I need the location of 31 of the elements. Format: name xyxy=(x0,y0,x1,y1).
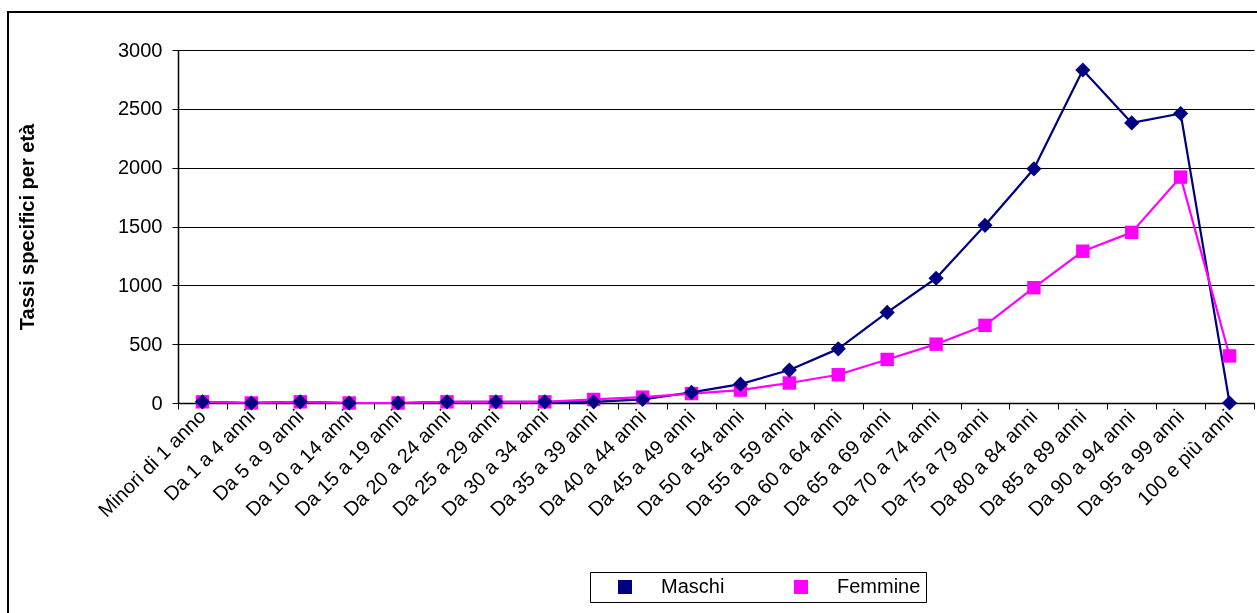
point xyxy=(1076,244,1090,258)
point xyxy=(1173,170,1188,184)
point xyxy=(1027,280,1041,295)
point xyxy=(1173,105,1189,122)
y-tick-label: 2500 xyxy=(118,97,163,120)
point xyxy=(782,376,797,390)
point xyxy=(1075,62,1091,78)
point xyxy=(978,318,992,333)
point xyxy=(1222,349,1237,363)
point xyxy=(1026,161,1042,177)
legend-label: Maschi xyxy=(661,575,725,597)
point xyxy=(879,304,895,320)
y-tick-label: 2000 xyxy=(118,156,163,179)
point xyxy=(831,368,845,382)
y-tick-label: 1500 xyxy=(118,215,163,237)
point xyxy=(1124,115,1140,131)
point xyxy=(830,341,846,357)
point xyxy=(929,337,943,351)
y-tick-label: 500 xyxy=(129,332,163,355)
point xyxy=(635,391,651,408)
point xyxy=(977,217,993,233)
y-tick-label: 0 xyxy=(151,391,163,414)
point xyxy=(732,376,749,392)
point xyxy=(781,362,797,378)
y-tick-label: 3000 xyxy=(118,38,163,61)
legend-label: Femmine xyxy=(837,575,921,597)
point xyxy=(1125,225,1139,240)
point xyxy=(928,270,944,286)
y-tick-label: 1000 xyxy=(118,273,163,296)
y-axis-title: Tassi specifici per età xyxy=(16,122,39,331)
point xyxy=(880,352,894,367)
